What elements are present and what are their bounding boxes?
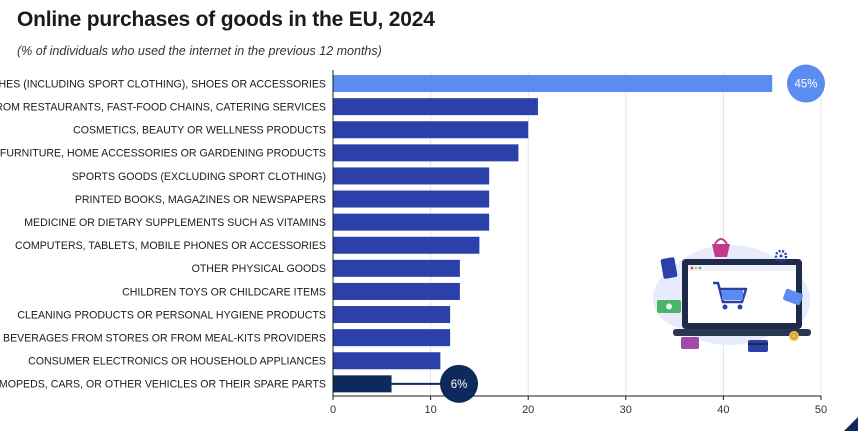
data-label-badge	[440, 364, 478, 403]
bar	[333, 236, 480, 254]
category-label: MEDICINE OR DIETARY SUPPLEMENTS SUCH AS …	[24, 217, 326, 229]
x-tick-label: 10	[424, 404, 436, 416]
data-label: 6%	[451, 379, 468, 391]
category-label: FOOD OR BEVERAGES FROM STORES OR FROM ME…	[0, 332, 326, 344]
data-labels: 45% 6%	[391, 64, 825, 403]
category-label: FURNITURE, HOME ACCESSORIES OR GARDENING…	[0, 148, 326, 160]
x-tick-label: 0	[330, 404, 336, 416]
bar	[333, 121, 529, 139]
category-label: OTHER PHYSICAL GOODS	[192, 263, 326, 275]
bars	[333, 75, 773, 393]
gear-icon	[774, 249, 788, 263]
bar	[333, 375, 392, 393]
shopping-cart-icon	[713, 281, 748, 310]
x-tick-label: 30	[620, 404, 632, 416]
coins-icon	[789, 331, 799, 341]
x-axis: 0 10 20 30 40 50	[330, 70, 827, 416]
bar	[333, 167, 490, 185]
category-label: CLEANING PRODUCTS OR PERSONAL HYGIENE PR…	[17, 309, 326, 321]
wallet-icon	[681, 337, 699, 349]
x-tick-label: 50	[815, 404, 827, 416]
bar	[333, 352, 441, 370]
bar	[333, 98, 538, 116]
x-tick-label: 20	[522, 404, 534, 416]
data-label: 45%	[794, 79, 817, 91]
chart-title: Online purchases of goods in the EU, 202…	[17, 8, 435, 31]
bar	[333, 329, 451, 347]
category-label: PRINTED BOOKS, MAGAZINES OR NEWSPAPERS	[75, 194, 326, 206]
x-tick-label: 40	[717, 404, 729, 416]
bar	[333, 75, 773, 93]
discount-tag-icon	[783, 288, 803, 306]
basket-icon	[712, 238, 730, 257]
credit-card-icon	[748, 340, 768, 352]
category-label: CLOTHES (INCLUDING SPORT CLOTHING), SHOE…	[0, 78, 326, 90]
bar	[333, 144, 519, 162]
category-label: DELIVERIES FROM RESTAURANTS, FAST-FOOD C…	[0, 101, 326, 113]
category-label: CHILDREN TOYS OR CHILDCARE ITEMS	[122, 286, 326, 298]
category-labels: CLOTHES (INCLUDING SPORT CLOTHING), SHOE…	[0, 78, 326, 390]
category-label: BICYCLES, MOPEDS, CARS, OR OTHER VEHICLE…	[0, 379, 326, 391]
category-label: CONSUMER ELECTRONICS OR HOUSEHOLD APPLIA…	[28, 356, 326, 368]
category-label: COSMETICS, BEAUTY OR WELLNESS PRODUCTS	[73, 125, 326, 137]
category-label: COMPUTERS, TABLETS, MOBILE PHONES OR ACC…	[15, 240, 326, 252]
cash-icon	[657, 300, 681, 313]
bar	[333, 259, 460, 277]
corner-accent	[844, 417, 858, 431]
category-label: SPORTS GOODS (EXCLUDING SPORT CLOTHING)	[72, 171, 326, 183]
bar	[333, 282, 460, 300]
phone-icon	[660, 257, 678, 279]
data-label-badge	[787, 64, 825, 103]
chart-subtitle: (% of individuals who used the internet …	[17, 44, 382, 58]
bar	[333, 213, 490, 231]
bar	[333, 306, 451, 324]
bar	[333, 190, 490, 208]
online-shopping-illustration	[653, 238, 811, 352]
